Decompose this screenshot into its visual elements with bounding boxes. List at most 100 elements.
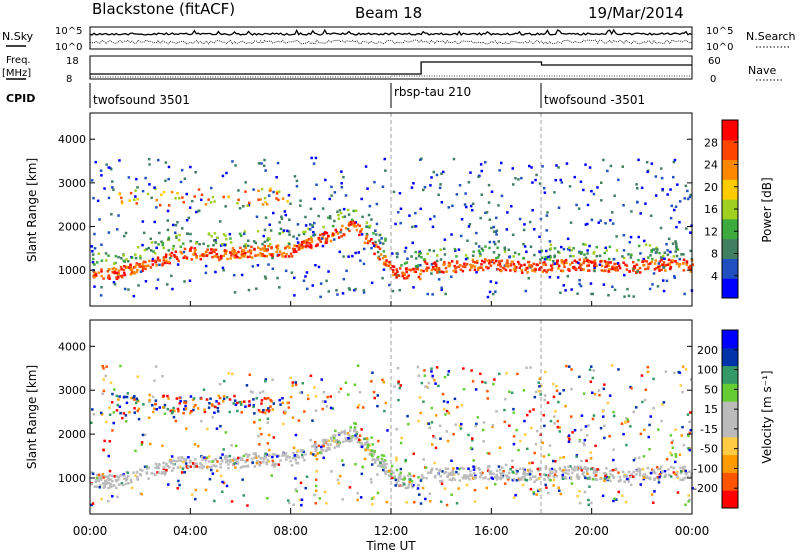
power-cell-669 <box>656 285 660 288</box>
velocity-cell-1483 <box>380 464 384 467</box>
power-cell-910 <box>459 268 463 271</box>
power-cell-1067 <box>104 252 108 255</box>
power-cell-1186 <box>100 174 103 177</box>
power-cell-832 <box>476 268 480 272</box>
power-cell-1493 <box>286 200 289 203</box>
power-cell-85 <box>529 266 532 269</box>
power-cell-1292 <box>96 199 100 203</box>
velocity-cell-1320 <box>321 449 325 452</box>
velocity-cell-567 <box>446 439 450 443</box>
power-cell-1382 <box>286 229 289 233</box>
power-cell-1553 <box>304 230 307 233</box>
velocity-cell-1426 <box>546 491 550 495</box>
velocity-cell-1299 <box>324 440 327 443</box>
velocity-cell-110 <box>516 372 519 376</box>
velocity-cell-1163 <box>652 469 656 472</box>
velocity-cell-550 <box>296 462 300 465</box>
velocity-cell-1156 <box>558 392 562 395</box>
velocity-cell-707 <box>433 436 437 439</box>
velocity-cell-532 <box>674 455 678 458</box>
velocity-cell-1246 <box>123 395 126 399</box>
velocity-cell-107 <box>355 430 359 434</box>
velocity-cell-823 <box>246 455 249 459</box>
velocity-cell-1087 <box>219 456 222 460</box>
power-cell-877 <box>646 267 650 270</box>
velocity-cell-1462 <box>562 477 565 480</box>
power-cell-763 <box>661 188 664 191</box>
velocity-cell-564 <box>227 466 230 470</box>
velocity-cell-1074 <box>526 413 529 417</box>
power-cell-1536 <box>113 271 116 275</box>
power-cell-1225 <box>405 270 408 274</box>
velocity-cell-695 <box>219 462 222 466</box>
velocity-cell-159 <box>212 464 215 467</box>
power-cell-1485 <box>417 275 421 279</box>
power-cell-1054 <box>637 235 640 239</box>
power-cell-1399 <box>527 260 531 264</box>
power-cell-197 <box>589 282 593 285</box>
power-cell-1319 <box>586 264 589 267</box>
power-cell-1061 <box>687 266 691 269</box>
velocity-cell-1571 <box>309 438 312 442</box>
velocity-cell-811 <box>244 405 247 408</box>
power-cell-396 <box>440 288 443 291</box>
velocity-cell-1650 <box>641 400 644 404</box>
power-cell-750 <box>277 198 280 202</box>
velocity-colorbar-swatch-9 <box>722 330 738 349</box>
power-cell-242 <box>584 256 588 260</box>
velocity-cell-586 <box>443 487 447 490</box>
power-cell-122 <box>463 203 467 206</box>
velocity-cell-373 <box>99 484 102 487</box>
velocity-cell-1580 <box>655 465 659 469</box>
power-cell-365 <box>138 265 141 268</box>
power-cell-1515 <box>464 265 467 269</box>
velocity-cell-873 <box>220 459 224 462</box>
velocity-cell-72 <box>452 432 455 436</box>
power-cell-1178 <box>309 228 312 231</box>
velocity-cell-789 <box>182 458 186 461</box>
power-cell-745 <box>296 241 300 244</box>
velocity-cell-602 <box>542 473 546 476</box>
velocity-cell-432 <box>441 470 444 473</box>
velocity-cell-387 <box>341 430 344 434</box>
velocity-cell-967 <box>175 460 178 463</box>
cpid-segment-1: twofsound 3501 <box>93 93 190 107</box>
velocity-cell-350 <box>363 437 366 441</box>
power-cell-1503 <box>383 263 387 266</box>
velocity-cell-825 <box>248 400 251 403</box>
velocity-cell-1105 <box>670 441 673 444</box>
power-cell-1216 <box>467 225 471 228</box>
velocity-cell-1295 <box>529 478 532 481</box>
power-cell-25 <box>431 266 435 269</box>
power-cell-595 <box>343 233 346 237</box>
power-cell-739 <box>399 207 403 210</box>
power-cell-1183 <box>512 268 516 271</box>
velocity-cell-782 <box>552 395 556 399</box>
velocity-cell-849 <box>580 414 584 417</box>
power-cell-77 <box>518 262 521 266</box>
velocity-cell-361 <box>580 459 583 463</box>
velocity-cell-830 <box>399 467 403 471</box>
power-cell-1593 <box>582 188 585 192</box>
velocity-cell-1506 <box>271 453 275 456</box>
power-cell-1121 <box>680 253 683 256</box>
power-cell-400 <box>204 203 208 206</box>
velocity-cell-775 <box>132 471 135 474</box>
velocity-cell-923 <box>482 428 485 432</box>
power-cell-553 <box>224 205 227 208</box>
velocity-cell-1547 <box>200 397 203 400</box>
velocity-cell-1283 <box>266 458 269 462</box>
velocity-cell-133 <box>597 468 601 471</box>
power-cell-712 <box>321 244 325 248</box>
velocity-cell-375 <box>248 373 251 376</box>
power-cell-1149 <box>606 262 609 266</box>
velocity-cell-1332 <box>190 493 194 496</box>
velocity-cell-1538 <box>446 400 449 404</box>
velocity-cell-1684 <box>176 407 180 411</box>
power-cell-1366 <box>663 257 666 260</box>
power-cell-751 <box>410 186 414 189</box>
power-cell-1630 <box>392 270 395 274</box>
velocity-cell-910 <box>376 394 379 397</box>
velocity-cell-1667 <box>246 458 249 462</box>
power-cell-217 <box>202 253 206 256</box>
